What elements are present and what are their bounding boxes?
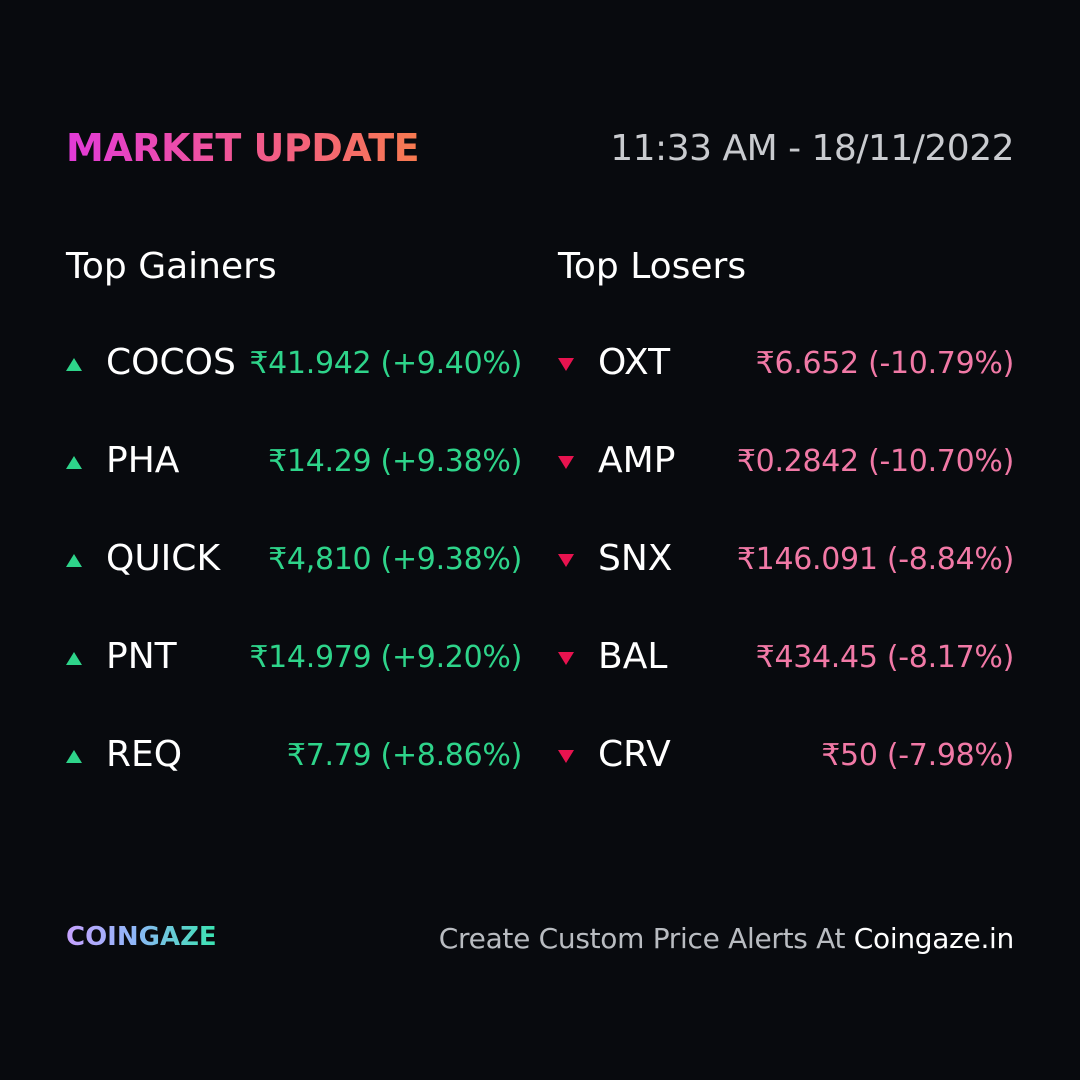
coin-symbol: CRV [598,734,671,775]
triangle-down-icon [558,750,574,763]
price-change: ₹4,810 (+9.38%) [268,542,522,577]
price-change: ₹7.79 (+8.86%) [286,738,522,773]
coin-symbol: AMP [598,440,676,481]
loser-row: CRV ₹50 (-7.98%) [558,730,1014,828]
coin-symbol: BAL [598,636,668,677]
triangle-down-icon [558,358,574,371]
triangle-up-icon [66,456,82,469]
triangle-up-icon [66,652,82,665]
price-change: ₹41.942 (+9.40%) [249,346,522,381]
price-change: ₹50 (-7.98%) [821,738,1014,773]
coin-symbol: PNT [106,636,177,677]
price-change: ₹0.2842 (-10.70%) [736,444,1014,479]
timestamp: 11:33 AM - 18/11/2022 [610,128,1014,169]
gainer-row: COCOS ₹41.942 (+9.40%) [66,338,522,436]
loser-row: OXT ₹6.652 (-10.79%) [558,338,1014,436]
gainer-row: REQ ₹7.79 (+8.86%) [66,730,522,828]
losers-list: OXT ₹6.652 (-10.79%) AMP ₹0.2842 (-10.70… [558,338,1014,828]
loser-row: AMP ₹0.2842 (-10.70%) [558,436,1014,534]
triangle-up-icon [66,750,82,763]
price-change: ₹146.091 (-8.84%) [736,542,1014,577]
price-change: ₹434.45 (-8.17%) [755,640,1015,675]
loser-row: BAL ₹434.45 (-8.17%) [558,632,1014,730]
gainer-row: PHA ₹14.29 (+9.38%) [66,436,522,534]
triangle-down-icon [558,456,574,469]
coingaze-logo: COINGAZE [66,922,217,952]
gainer-row: QUICK ₹4,810 (+9.38%) [66,534,522,632]
coin-symbol: OXT [598,342,671,383]
price-change: ₹6.652 (-10.79%) [755,346,1015,381]
coin-symbol: QUICK [106,538,221,579]
triangle-up-icon [66,554,82,567]
top-losers-heading: Top Losers [558,246,747,287]
price-change: ₹14.979 (+9.20%) [249,640,522,675]
coin-symbol: PHA [106,440,180,481]
coin-symbol: SNX [598,538,673,579]
footer-cta: Create Custom Price Alerts At Coingaze.i… [438,922,1015,955]
gainers-list: COCOS ₹41.942 (+9.40%) PHA ₹14.29 (+9.38… [66,338,522,828]
triangle-down-icon [558,652,574,665]
coin-symbol: COCOS [106,342,236,383]
triangle-down-icon [558,554,574,567]
loser-row: SNX ₹146.091 (-8.84%) [558,534,1014,632]
triangle-up-icon [66,358,82,371]
price-change: ₹14.29 (+9.38%) [268,444,522,479]
cta-site-link[interactable]: Coingaze.in [853,922,1015,955]
gainer-row: PNT ₹14.979 (+9.20%) [66,632,522,730]
top-gainers-heading: Top Gainers [66,246,277,287]
page-title: MARKET UPDATE [66,126,420,170]
coin-symbol: REQ [106,734,183,775]
cta-text: Create Custom Price Alerts At [438,922,854,955]
